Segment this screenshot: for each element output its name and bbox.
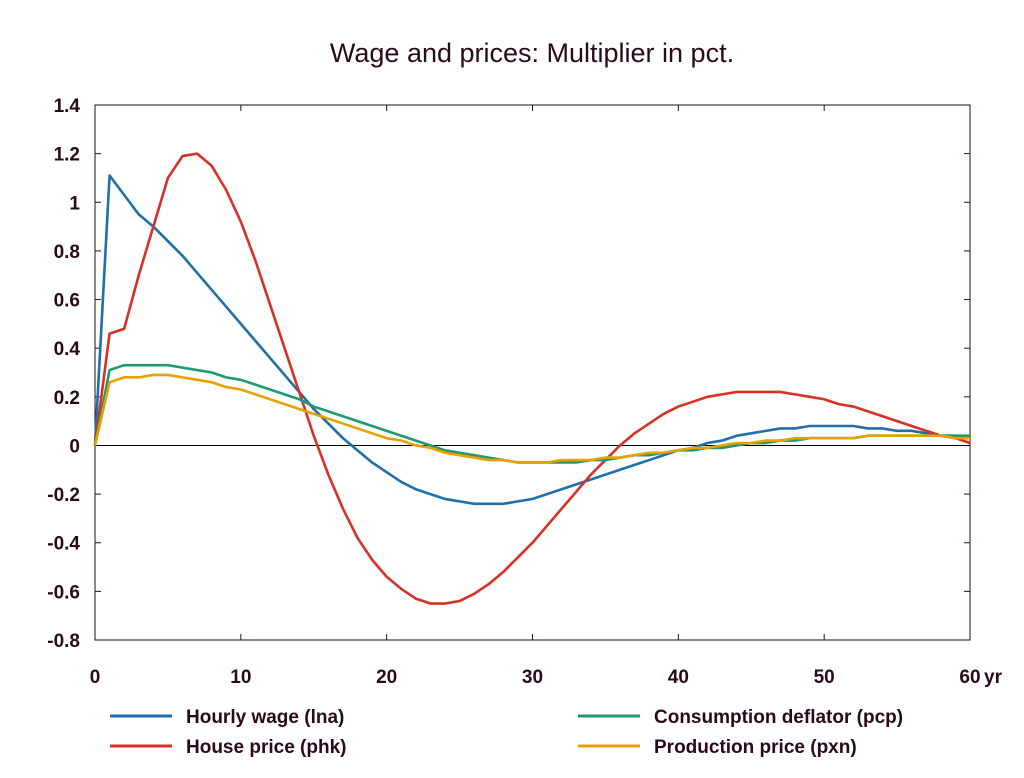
- x-tick-label: 0: [90, 667, 101, 688]
- legend-label: House price (phk): [186, 737, 346, 758]
- y-tick-label: 1: [69, 193, 80, 214]
- y-tick-label: 1.2: [54, 145, 80, 166]
- x-tick-label: 20: [376, 667, 397, 688]
- y-axis: 1.4 1.2 1 0.8 0.6 0.4 0.2 0 -0.2 -0.4 -0.6 -0.8: [47, 96, 970, 652]
- x-unit-label: yr: [984, 667, 1003, 688]
- y-tick-label: 0.2: [54, 388, 80, 409]
- x-tick-label: 30: [522, 667, 543, 688]
- legend-label: Hourly wage (lna): [186, 707, 344, 728]
- legend-label: Production price (pxn): [654, 737, 857, 758]
- series-lines: [93, 152, 971, 605]
- chart-title: Wage and prices: Multiplier in pct.: [330, 38, 734, 68]
- y-tick-label: -0.2: [47, 485, 80, 506]
- y-tick-label: -0.6: [47, 582, 80, 603]
- x-tick-label: 50: [814, 667, 835, 688]
- y-tick-label: 0.8: [54, 242, 80, 263]
- x-tick-label: 40: [668, 667, 689, 688]
- series-line-3: [93, 373, 970, 464]
- legend-label: Consumption deflator (pcp): [654, 707, 903, 728]
- series-line-0: [93, 174, 971, 506]
- series-line-2: [93, 363, 970, 464]
- y-tick-label: -0.4: [47, 534, 80, 555]
- series-line-1: [93, 152, 971, 605]
- x-tick-label: 10: [230, 667, 251, 688]
- y-tick-label: -0.8: [47, 631, 80, 652]
- legend: Hourly wage (lna) House price (phk) Consum…: [110, 707, 903, 758]
- x-tick-label: 60: [959, 667, 980, 688]
- y-tick-label: 1.4: [54, 96, 81, 117]
- plot-frame: [94, 104, 971, 641]
- y-tick-label: 0.6: [54, 291, 80, 312]
- y-tick-label: 0: [69, 436, 80, 457]
- x-axis: 0 10 20 30 40 50 60 yr: [90, 105, 1003, 688]
- y-tick-label: 0.4: [54, 339, 81, 360]
